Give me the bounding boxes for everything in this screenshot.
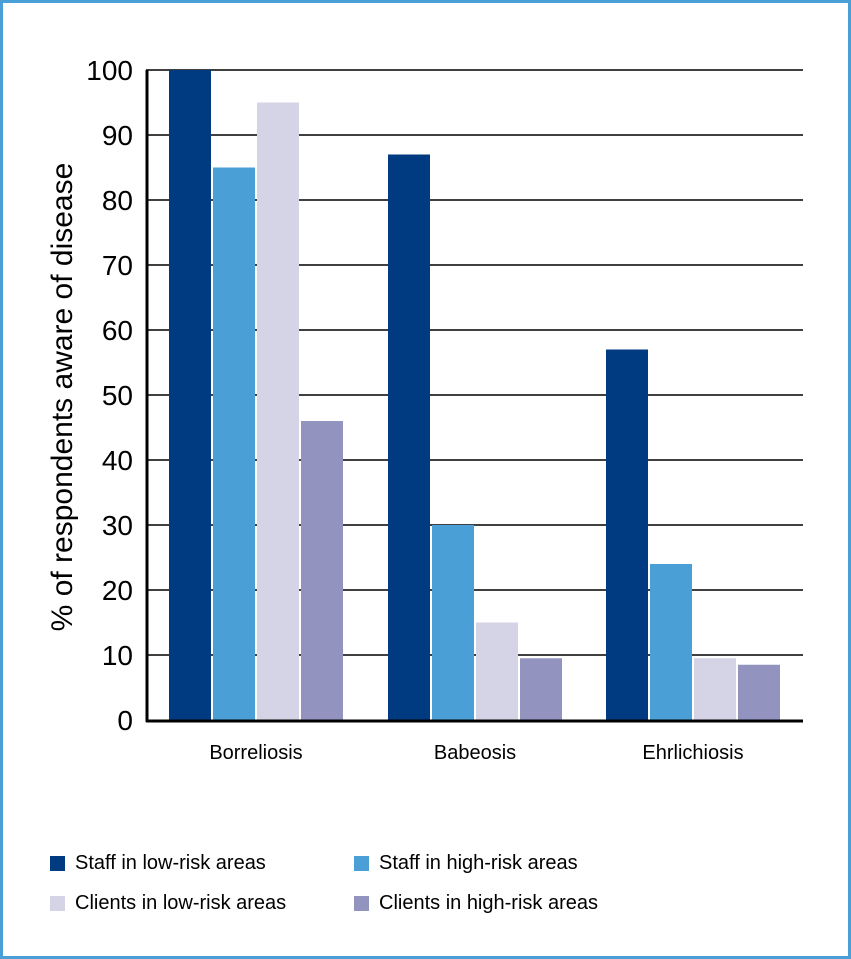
bar	[301, 421, 343, 720]
y-tick-label: 100	[86, 55, 133, 86]
y-tick-label: 60	[102, 315, 133, 346]
legend-swatch	[354, 856, 369, 871]
category-label: Borreliosis	[209, 742, 302, 764]
bar	[606, 349, 648, 720]
legend-label: Staff in low-risk areas	[75, 852, 266, 874]
legend-swatch	[354, 896, 369, 911]
legend-swatch	[50, 856, 65, 871]
y-tick-label: 10	[102, 640, 133, 671]
y-tick-label: 0	[117, 705, 133, 736]
legend-item: Clients in low-risk areas	[50, 892, 286, 915]
y-tick-labels: 0 10 20 30 40 50 60 70 80 90 100	[86, 55, 133, 736]
legend-item: Clients in high-risk areas	[354, 892, 598, 915]
bar	[432, 525, 474, 720]
y-tick-label: 50	[102, 380, 133, 411]
bar	[694, 658, 736, 720]
bar	[520, 658, 562, 720]
y-tick-label: 70	[102, 250, 133, 281]
bars	[169, 70, 780, 720]
bar	[169, 70, 211, 720]
x-axis	[145, 70, 803, 723]
y-tick-label: 30	[102, 510, 133, 541]
y-axis-label: % of respondents aware of disease	[46, 163, 79, 632]
gridlines	[146, 69, 803, 656]
category-label: Babeosis	[434, 742, 516, 764]
legend-item: Staff in low-risk areas	[50, 852, 266, 875]
legend-label: Clients in high-risk areas	[379, 892, 598, 914]
legend-label: Staff in high-risk areas	[379, 852, 578, 874]
bar	[388, 154, 430, 720]
bar	[257, 102, 299, 720]
y-tick-label: 40	[102, 445, 133, 476]
bar	[650, 564, 692, 720]
legend-label: Clients in low-risk areas	[75, 892, 287, 914]
y-tick-label: 90	[102, 120, 133, 151]
legend-item: Staff in high-risk areas	[354, 852, 578, 875]
y-tick-label: 80	[102, 185, 133, 216]
category-label: Ehrlichiosis	[642, 742, 743, 764]
category-labels: Borreliosis Babeosis Ehrlichiosis	[209, 742, 743, 764]
bar	[738, 664, 780, 720]
legend-swatch	[50, 896, 65, 911]
y-tick-label: 20	[102, 575, 133, 606]
bar	[476, 622, 518, 720]
bar	[213, 167, 255, 720]
